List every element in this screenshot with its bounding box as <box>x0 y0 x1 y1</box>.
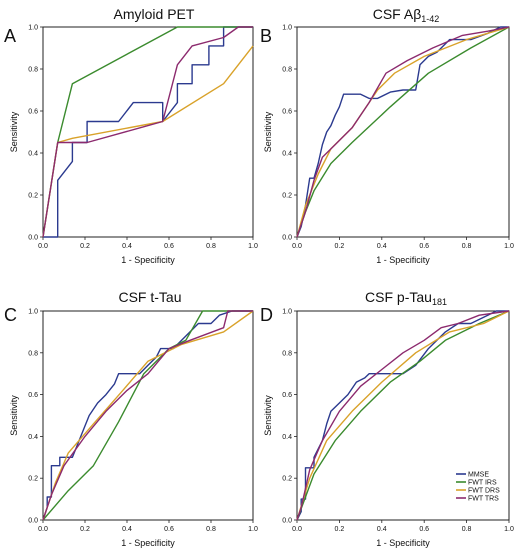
y-tick-label: 0.8 <box>282 67 292 74</box>
x-tick-label: 0.6 <box>419 243 429 250</box>
x-tick-label: 0.6 <box>164 526 174 533</box>
y-tick-label: 0.4 <box>282 434 292 441</box>
x-tick-label: 0.4 <box>122 243 132 250</box>
x-tick-label: 0.0 <box>292 243 302 250</box>
x-tick-label: 0.4 <box>377 526 387 533</box>
x-tick-label: 0.2 <box>335 243 345 250</box>
panel-letter-a: A <box>4 26 16 46</box>
plot-frame <box>296 310 510 521</box>
panel-a-title: Amyloid PET <box>114 6 195 22</box>
x-tick-label: 0.6 <box>164 243 174 250</box>
y-tick-label: 0.6 <box>282 392 292 399</box>
legend-label: FWT TRS <box>468 496 499 503</box>
x-axis-label: 1 - Specificity <box>376 255 430 265</box>
roc-line-fwt-drs <box>42 45 254 238</box>
x-tick-label: 0.8 <box>462 243 472 250</box>
x-axis-label: 1 - Specificity <box>376 538 430 548</box>
panel-b-title: CSF Aβ1-42 <box>373 6 440 24</box>
x-tick-label: 0.2 <box>335 526 345 533</box>
x-tick-label: 0.4 <box>122 526 132 533</box>
y-tick-label: 0.0 <box>282 235 292 242</box>
y-tick-label: 1.0 <box>282 25 292 32</box>
y-tick-label: 0.8 <box>28 350 38 357</box>
x-axis-label: 1 - Specificity <box>121 255 175 265</box>
y-tick-label: 0.8 <box>282 350 292 357</box>
y-tick-label: 0.4 <box>28 434 38 441</box>
y-tick-label: 0.0 <box>282 518 292 525</box>
legend-label: FWT IRS <box>468 480 497 487</box>
x-tick-label: 0.0 <box>38 243 48 250</box>
roc-line-fwt-trs <box>296 26 510 238</box>
roc-line-fwt-irs <box>296 26 510 238</box>
y-tick-label: 1.0 <box>282 309 292 316</box>
y-tick-label: 0.6 <box>28 109 38 116</box>
x-tick-label: 0.4 <box>377 243 387 250</box>
panel-d-title: CSF p-Tau181 <box>365 289 447 307</box>
y-tick-label: 1.0 <box>28 309 38 316</box>
legend-label: FWT DRS <box>468 488 500 495</box>
panel-letter-d: D <box>260 305 273 325</box>
x-tick-label: 0.0 <box>292 526 302 533</box>
roc-line-fwt-irs <box>42 26 253 238</box>
y-tick-label: 0.8 <box>28 67 38 74</box>
roc-line-fwt-drs <box>296 310 510 521</box>
roc-line-fwt-drs <box>296 26 510 238</box>
plot-frame <box>42 310 254 521</box>
y-axis-label: Sensitivity <box>9 395 19 436</box>
x-tick-label: 0.2 <box>80 526 90 533</box>
x-tick-label: 0.8 <box>462 526 472 533</box>
y-axis-label: Sensitivity <box>263 395 273 436</box>
roc-line-fwt-drs <box>42 310 254 521</box>
y-tick-label: 0.2 <box>282 476 292 483</box>
x-tick-label: 1.0 <box>504 526 514 533</box>
plot-frame <box>296 26 510 238</box>
plot-frame <box>42 26 254 238</box>
x-axis-label: 1 - Specificity <box>121 538 175 548</box>
x-tick-label: 1.0 <box>504 243 514 250</box>
y-tick-label: 1.0 <box>28 25 38 32</box>
panel-letter-b: B <box>260 26 272 46</box>
x-tick-label: 0.0 <box>38 526 48 533</box>
panel-b: B CSF Aβ1-42 <box>260 6 439 46</box>
legend-label: MMSE <box>468 472 489 479</box>
x-tick-label: 0.2 <box>80 243 90 250</box>
roc-line-fwt-irs <box>42 310 253 521</box>
roc-line-fwt-trs <box>42 26 253 238</box>
roc-line-fwt-trs <box>42 310 253 521</box>
panel-letter-c: C <box>4 305 17 325</box>
y-tick-label: 0.4 <box>282 151 292 158</box>
y-tick-label: 0.2 <box>282 193 292 200</box>
y-tick-label: 0.6 <box>282 109 292 116</box>
y-tick-label: 0.0 <box>28 235 38 242</box>
y-tick-label: 0.2 <box>28 193 38 200</box>
roc-line-mmse <box>42 310 253 521</box>
roc-line-fwt-trs <box>296 310 510 521</box>
y-axis-label: Sensitivity <box>263 111 273 152</box>
roc-line-fwt-irs <box>296 310 510 521</box>
x-tick-label: 0.8 <box>206 243 216 250</box>
plot-b: 0.0 0.2 0.4 0.6 0.8 1.0 0.0 0.2 0.4 0.6 0.8 1.0 1 - … <box>263 25 514 266</box>
y-axis-label: Sensitivity <box>9 111 19 152</box>
plot-c: 0.0 0.2 0.4 0.6 0.8 1.0 0.0 0.2 0.4 0.6 0.8 1.0 1 - … <box>9 309 258 549</box>
x-tick-label: 0.6 <box>419 526 429 533</box>
y-tick-label: 0.6 <box>28 392 38 399</box>
panel-a: A Amyloid PET <box>4 6 195 46</box>
panel-d: D CSF p-Tau181 <box>260 289 447 325</box>
panel-c: C CSF t-Tau <box>4 289 182 325</box>
roc-line-mmse <box>43 26 253 238</box>
plot-d: 0.0 0.2 0.4 0.6 0.8 1.0 0.0 0.2 0.4 0.6 0.8 1.0 1 - … <box>263 309 514 549</box>
plot-a: 0.0 0.2 0.4 0.6 0.8 1.0 0.0 0.2 0.4 0.6 0.8 1.0 1 - … <box>9 25 258 266</box>
y-tick-label: 0.0 <box>28 518 38 525</box>
roc-line-mmse <box>296 310 509 521</box>
roc-line-mmse <box>296 26 509 238</box>
x-tick-label: 1.0 <box>248 243 258 250</box>
panel-c-title: CSF t-Tau <box>118 289 181 305</box>
x-tick-label: 1.0 <box>248 526 258 533</box>
y-tick-label: 0.2 <box>28 476 38 483</box>
y-tick-label: 0.4 <box>28 151 38 158</box>
x-tick-label: 0.8 <box>206 526 216 533</box>
